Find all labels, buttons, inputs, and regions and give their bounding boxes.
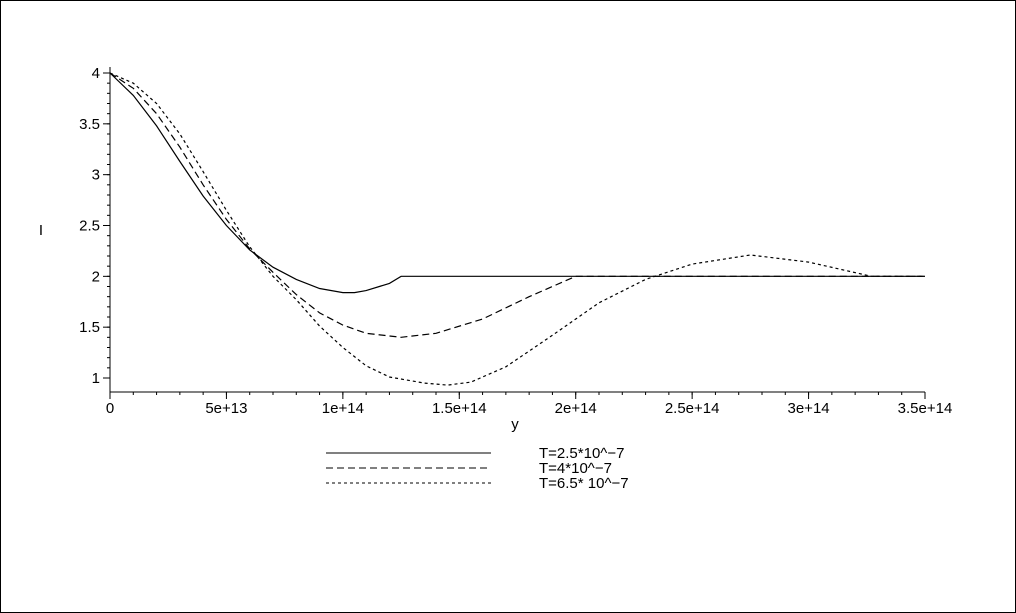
x-tick-label: 2e+14 [555,400,597,417]
x-tick-label: 1e+14 [322,400,364,417]
legend: T=2.5*10^−7T=4*10^−7T=6.5* 10^−7 [326,445,629,492]
y-tick-label: 2.5 [79,218,100,235]
x-tick-label: 1.5e+14 [432,400,487,417]
x-tick-label: 2.5e+14 [665,400,720,417]
legend-label: T=4*10^−7 [539,460,612,477]
x-tick-label: 0 [106,400,114,417]
y-axis-label: I [39,222,43,239]
x-tick-label: 3.5e+14 [898,400,953,417]
y-tick-label: 1.5 [79,319,100,336]
x-tick-label: 3e+14 [788,400,830,417]
y-tick-label: 1 [92,370,100,387]
series-line-2 [109,72,925,338]
axes: 0 5e+13 1e+14 1.5e+14 2e+14 2.5e+14 3e+14 3.5e+… [79,65,952,417]
x-tick-label: 5e+13 [205,400,247,417]
y-tick-label: 2 [92,268,100,285]
series-line-1 [109,72,925,294]
series-line-3 [109,72,925,386]
x-axis-label: y [511,416,519,433]
legend-label: T=2.5*10^−7 [539,445,624,462]
legend-label: T=6.5* 10^−7 [539,475,629,492]
y-tick-label: 3 [92,167,100,184]
series-layer [109,72,925,386]
y-tick-label: 4 [92,65,100,82]
y-tick-label: 3.5 [79,116,100,133]
